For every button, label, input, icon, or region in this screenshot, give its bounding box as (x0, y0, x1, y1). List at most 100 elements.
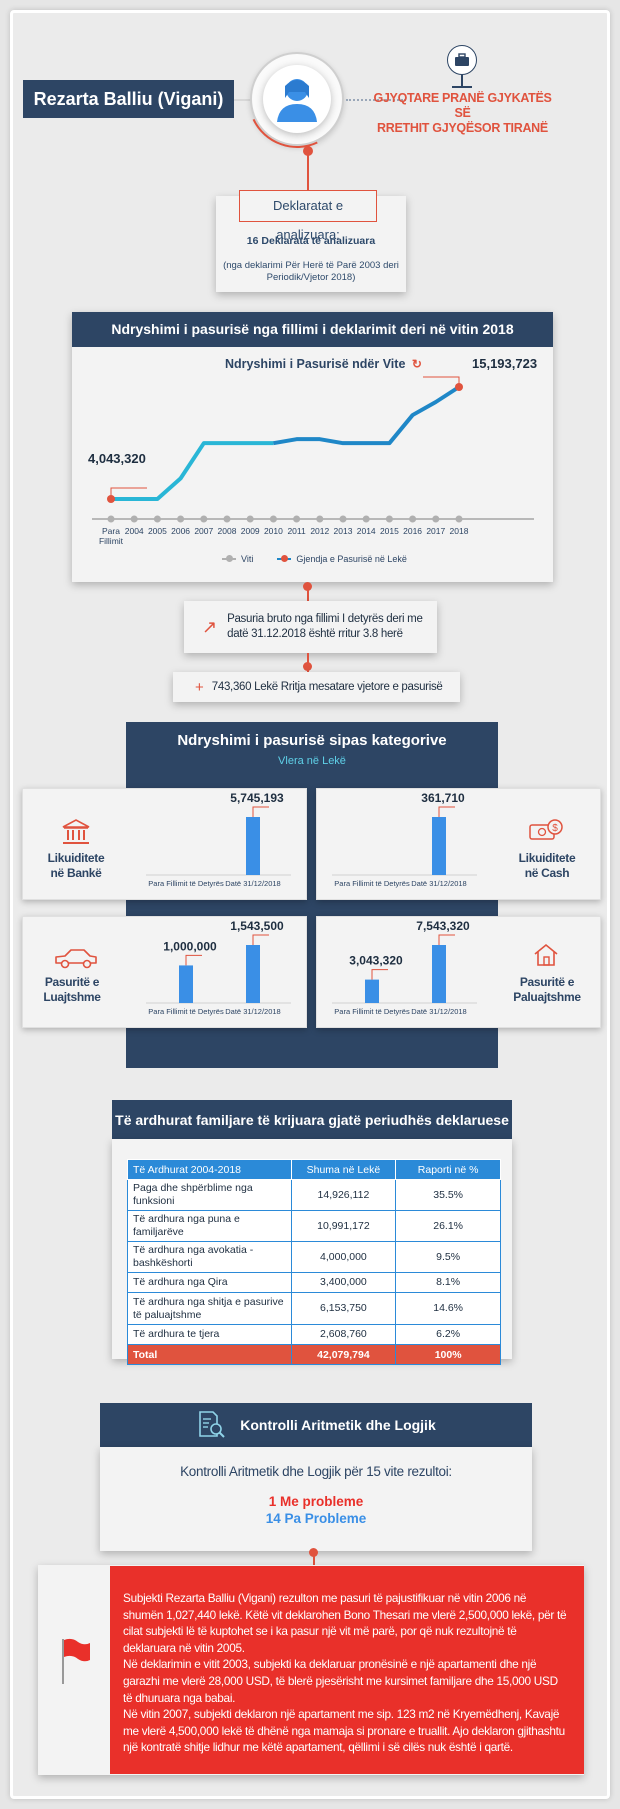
bar-callout-line (252, 934, 269, 945)
card-bank: Likuiditete në Bankë Para Fillimit të De… (22, 788, 307, 900)
categories-title: Ndryshimi i pasurisë sipas kategorive (177, 732, 447, 749)
bar-category-label: Para Fillimit të Detyrës (334, 1007, 410, 1016)
start-callout-line (110, 487, 147, 499)
income-amount-cell: 2,608,760 (290, 1324, 397, 1345)
income-ratio-cell: 9.5% (395, 1241, 501, 1273)
connector-line (234, 99, 258, 101)
connector-dots (346, 99, 406, 101)
x-tick-label: 2009 (241, 526, 260, 536)
bar-value-label: 361,710 (421, 791, 465, 805)
bar-callout-line (438, 806, 455, 817)
income-table-row: Paga dhe shpërblime nga funksioni 14,926,… (127, 1179, 501, 1211)
bar-callout-line (371, 969, 388, 980)
wealth-chart-title: Ndryshimi i Pasurisë ndër Vite ↻ (225, 357, 422, 371)
bar-value-label: 7,543,320 (416, 919, 470, 933)
x-tick-label: 2005 (148, 526, 167, 536)
income-ratio-cell: 26.1% (395, 1210, 501, 1242)
income-ratio-cell: 35.5% (395, 1179, 501, 1211)
bank-bar-chart: Para Fillimit të Detyrës 5,745,193 Datë 31… (146, 791, 291, 888)
income-table-row: Të ardhura nga puna e familjarëve 10,991,… (127, 1210, 501, 1242)
finding-paragraph-2: Në deklarimin e vitit 2003, subjekti ka … (123, 1657, 558, 1705)
x-tick-label: 2013 (334, 526, 353, 536)
bar-category-label: Datë 31/12/2018 (411, 879, 466, 888)
control-card (100, 1447, 532, 1551)
control-no-problems: 14 Pa Probleme (265, 1511, 367, 1526)
declarations-title-box: Deklaratat e analizuara: (239, 190, 377, 242)
flag-icon (62, 1638, 90, 1684)
bar-value-label: 5,745,193 (230, 791, 284, 805)
connector-vertical-4 (313, 1551, 315, 1565)
control-subtitle: Kontrolli Aritmetik dhe Logjik për 15 vi… (180, 1464, 452, 1479)
movable-bar-chart: 1,000,000 Para Fillimit të Detyrës 1,543,5… (146, 919, 291, 1016)
x-tick-label: 2015 (380, 526, 399, 536)
bar-category-label: Para Fillimit të Detyrës (148, 1007, 224, 1016)
bar-value-label: 3,043,320 (349, 954, 403, 968)
x-tick-label: 2012 (310, 526, 329, 536)
bar (179, 965, 193, 1003)
bar (432, 945, 446, 1003)
bar (432, 817, 446, 875)
income-source-cell: Të ardhura te tjera (127, 1324, 292, 1345)
total-ratio: 100% (395, 1344, 501, 1365)
total-label: Total (127, 1344, 292, 1365)
x-tick-label: 2007 (194, 526, 213, 536)
subject-name: Rezarta Balliu (Vigani) (33, 88, 224, 109)
bar-callout-line (252, 806, 269, 817)
legend-gjendja-marker (277, 555, 292, 562)
x-axis-marker (269, 515, 277, 523)
card-immovable: 3,043,320 Para Fillimit të Detyrës 7,543,3… (316, 916, 601, 1028)
cash-icon: $ (529, 819, 563, 840)
income-amount-cell: 4,000,000 (290, 1241, 397, 1273)
cash-bar-chart: Para Fillimit të Detyrës 361,710 Datë 31/1… (332, 791, 477, 888)
categories-subtitle: Vlera në Lekë (278, 755, 346, 767)
bar (246, 817, 260, 875)
growth-card: ↗ Pasuria bruto nga fillimi I detyrës de… (184, 601, 437, 653)
x-axis-marker (316, 515, 324, 523)
x-tick-label: 2010 (264, 526, 283, 536)
user-icon (277, 79, 317, 122)
control-title-bar: Kontrolli Aritmetik dhe Logjik (100, 1403, 532, 1447)
x-axis-marker (223, 515, 231, 523)
briefcase-icon (455, 53, 469, 66)
finding-paragraph-3: Në vitin 2007, subjekti deklaron një apa… (123, 1707, 565, 1755)
x-axis-marker (130, 515, 138, 523)
chart-legend: Viti Gjendja e Pasurisë në Lekë (222, 554, 407, 564)
movable-label: Pasuritë e Luajtshme (43, 975, 101, 1004)
x-axis-marker (432, 515, 440, 523)
start-value-label: 4,043,320 (88, 451, 146, 466)
income-table-row: Të ardhura nga shitja e pasurive të palu… (127, 1292, 501, 1325)
bar-value-label: 1,000,000 (163, 939, 217, 953)
x-axis-marker (339, 515, 347, 523)
x-tick-label: 2004 (125, 526, 144, 536)
connector-dot-4 (309, 1548, 318, 1557)
connector-dot (303, 146, 313, 156)
x-tick-label: 2006 (171, 526, 190, 536)
avg-growth-card: + 743,360 Lekë Rritja mesatare vjetore e… (173, 672, 460, 702)
income-amount-cell: 3,400,000 (290, 1272, 397, 1293)
income-amount-cell: 14,926,112 (290, 1179, 397, 1211)
income-source-cell: Të ardhura nga Qira (127, 1272, 292, 1293)
bank-icon (62, 819, 90, 844)
connector-dot-3 (303, 662, 312, 671)
income-amount-cell: 6,153,750 (290, 1292, 397, 1325)
bar (246, 945, 260, 1003)
connector-vertical-2 (307, 584, 309, 604)
x-axis-marker (246, 515, 254, 523)
income-total-row: Total 42,079,794 100% (127, 1344, 501, 1365)
legend-viti: Viti (241, 554, 254, 564)
series-line-segment (111, 441, 274, 501)
x-axis-marker (385, 515, 393, 523)
bar-category-label: Para Fillimit të Detyrës (148, 879, 224, 888)
wealth-chart-card (72, 312, 553, 582)
income-ratio-cell: 14.6% (395, 1292, 501, 1325)
card-cash: Para Fillimit të Detyrës 361,710 Datë 31/1… (316, 788, 601, 900)
x-tick-label: 2008 (218, 526, 237, 536)
bar-callout-line (185, 954, 202, 966)
x-axis-marker (200, 515, 208, 523)
svg-text:$: $ (552, 823, 558, 834)
house-icon (534, 943, 558, 966)
x-tick-label: Fillimit (99, 536, 124, 546)
bar-category-label: Datë 31/12/2018 (225, 1007, 280, 1016)
x-axis-marker (409, 515, 417, 523)
plus-icon: + (195, 678, 204, 696)
